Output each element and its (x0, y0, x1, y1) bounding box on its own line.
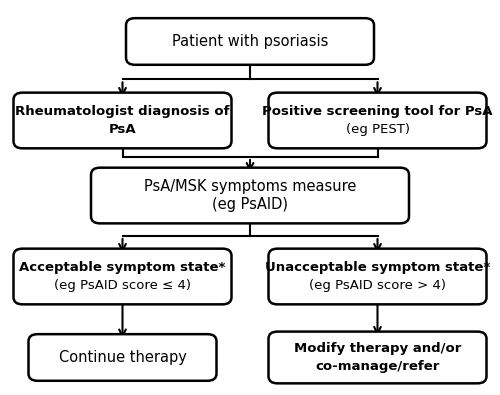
Text: PsA: PsA (108, 123, 136, 135)
Text: co-manage/refer: co-manage/refer (316, 360, 440, 372)
FancyBboxPatch shape (14, 92, 232, 149)
Text: PsA/MSK symptoms measure: PsA/MSK symptoms measure (144, 179, 356, 194)
FancyBboxPatch shape (268, 249, 486, 304)
FancyBboxPatch shape (14, 249, 232, 304)
Text: Unacceptable symptom state*: Unacceptable symptom state* (265, 261, 490, 274)
FancyBboxPatch shape (268, 92, 486, 149)
FancyBboxPatch shape (126, 18, 374, 65)
Text: (eg PsAID score > 4): (eg PsAID score > 4) (309, 279, 446, 292)
Text: (eg PsAID): (eg PsAID) (212, 197, 288, 212)
Text: (eg PsAID score ≤ 4): (eg PsAID score ≤ 4) (54, 279, 191, 292)
FancyBboxPatch shape (28, 334, 216, 381)
Text: Continue therapy: Continue therapy (58, 350, 186, 365)
Text: Positive screening tool for PsA: Positive screening tool for PsA (262, 105, 493, 118)
Text: Modify therapy and/or: Modify therapy and/or (294, 342, 461, 355)
Text: (eg PEST): (eg PEST) (346, 123, 410, 135)
Text: Acceptable symptom state*: Acceptable symptom state* (20, 261, 226, 274)
Text: Rheumatologist diagnosis of: Rheumatologist diagnosis of (15, 105, 230, 118)
FancyBboxPatch shape (91, 167, 409, 224)
Text: Patient with psoriasis: Patient with psoriasis (172, 34, 328, 49)
FancyBboxPatch shape (268, 332, 486, 383)
